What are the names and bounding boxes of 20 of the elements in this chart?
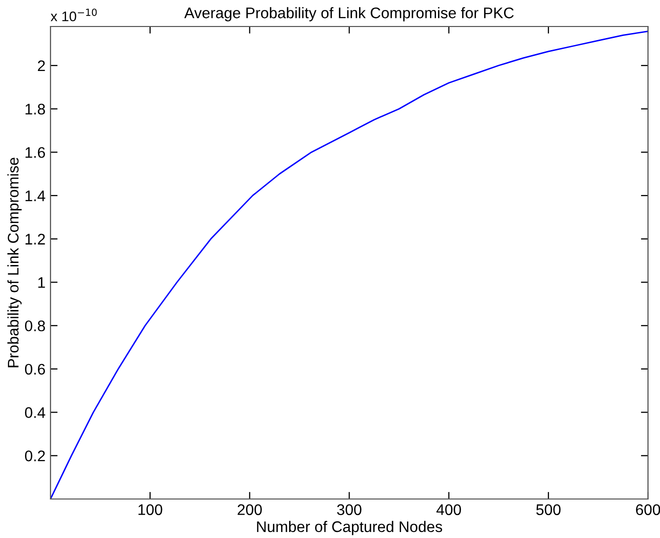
x-tick-label: 600 <box>636 504 660 516</box>
y-tick-label: 0.4 <box>25 407 46 418</box>
y-tick-label: 0.6 <box>25 364 45 375</box>
chart-title: Average Probability of Link Compromise for PKC <box>184 7 514 22</box>
y-tick-label: 1.4 <box>26 190 46 202</box>
y-tick-label: 1 <box>38 277 45 288</box>
x-tick-label: 300 <box>337 504 362 516</box>
x-tick-label: 500 <box>536 504 561 516</box>
y-tick-label: 1.8 <box>26 104 45 115</box>
y-tick-label: 0.8 <box>25 320 45 332</box>
y-tick-label: 2 <box>38 60 45 72</box>
y-tick-label: 1.6 <box>26 147 45 158</box>
text: x 10$^{−10}$ <box>50 8 97 22</box>
y-tick-label: 1.2 <box>26 234 45 244</box>
y-axis-title: Probability of Link Compromise <box>7 158 22 368</box>
x-axis-title: Number of Captured Nodes <box>257 520 442 536</box>
x-tick-label: 200 <box>238 504 262 516</box>
x-tick-label: 400 <box>436 504 461 516</box>
x-tick-label: 100 <box>138 504 162 516</box>
y-tick-label: 0.2 <box>25 450 45 462</box>
